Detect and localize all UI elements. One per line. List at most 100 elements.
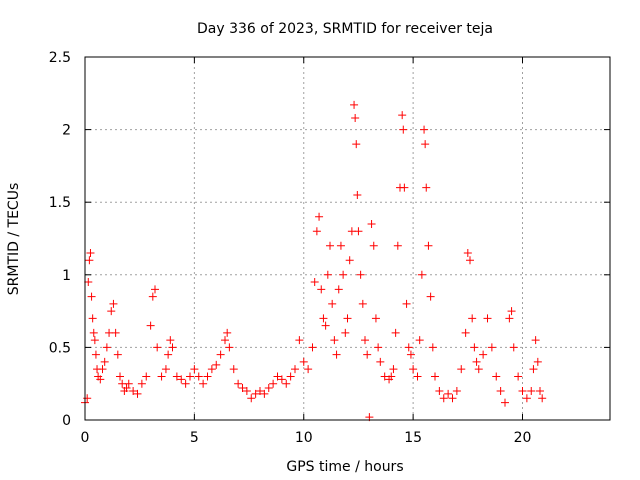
data-points (81, 100, 547, 422)
axis-ticks (84, 56, 610, 421)
data-point (86, 249, 95, 258)
data-point (153, 343, 162, 352)
data-point (199, 379, 208, 388)
data-point (457, 365, 466, 374)
data-point (315, 212, 324, 221)
data-point (415, 336, 424, 345)
data-point (466, 256, 474, 265)
data-point (461, 328, 470, 337)
data-point (304, 365, 313, 374)
data-point (89, 328, 98, 337)
data-point (299, 357, 308, 366)
data-point (387, 372, 396, 381)
data-point (356, 270, 365, 279)
data-point (238, 384, 247, 393)
data-point (496, 386, 505, 395)
data-point (264, 384, 273, 393)
data-point (129, 386, 138, 395)
data-point (472, 357, 481, 366)
data-point (172, 372, 181, 381)
x-tick-label: 0 (81, 430, 90, 446)
data-point (428, 343, 437, 352)
data-point (133, 389, 142, 398)
data-point (260, 389, 269, 398)
data-point (509, 343, 518, 352)
data-point (353, 190, 362, 199)
data-point (295, 336, 304, 345)
data-point (223, 328, 232, 337)
data-point (269, 379, 278, 388)
data-point (474, 365, 483, 374)
data-point (186, 372, 194, 381)
data-point (291, 365, 299, 374)
data-point (413, 372, 422, 381)
y-tick-label: 1.5 (49, 195, 71, 211)
data-point (400, 183, 409, 192)
x-tick-label: 15 (404, 430, 422, 446)
data-point (343, 314, 352, 323)
data-point (439, 394, 448, 403)
data-point (85, 256, 94, 265)
y-tick-label: 2.5 (49, 50, 71, 66)
data-point (190, 365, 199, 374)
data-point (310, 278, 319, 287)
data-point (90, 336, 99, 345)
data-point (398, 111, 407, 120)
data-point (369, 241, 378, 250)
data-point (424, 241, 433, 250)
data-point (177, 375, 186, 384)
data-point (352, 140, 361, 149)
data-point (339, 270, 348, 279)
data-point (479, 350, 488, 359)
data-point (409, 365, 418, 374)
data-point (111, 328, 120, 337)
data-point (376, 357, 385, 366)
data-point (404, 343, 413, 352)
data-point (351, 113, 360, 122)
data-point (483, 314, 492, 323)
data-point (358, 299, 367, 308)
data-point (448, 394, 457, 403)
data-point (96, 375, 105, 384)
data-point (166, 336, 175, 345)
data-point (334, 285, 343, 294)
data-point (102, 343, 111, 352)
data-point (492, 372, 501, 381)
data-point (374, 343, 383, 352)
data-point (116, 372, 124, 381)
data-point (251, 389, 260, 398)
data-point (148, 292, 157, 301)
x-tick-label: 10 (295, 430, 313, 446)
data-point (420, 125, 429, 134)
data-point (330, 336, 339, 345)
data-point (345, 256, 354, 265)
data-point (399, 125, 408, 134)
data-point (88, 314, 97, 323)
data-point (431, 372, 439, 381)
data-point (371, 314, 380, 323)
data-point (354, 227, 363, 236)
data-point (326, 241, 334, 250)
data-point (393, 241, 402, 250)
x-tick-label: 20 (514, 430, 532, 446)
data-point (501, 398, 509, 407)
data-point (113, 350, 122, 359)
data-point (505, 314, 514, 323)
data-point (100, 357, 109, 366)
data-point (221, 336, 229, 345)
data-point (308, 343, 317, 352)
data-point (87, 292, 96, 301)
data-point (406, 350, 415, 359)
data-point (84, 278, 93, 287)
data-point (323, 270, 332, 279)
data-point (367, 219, 376, 228)
data-point (321, 321, 330, 330)
data-point (107, 307, 116, 316)
data-point (124, 379, 133, 388)
data-point (463, 249, 472, 258)
data-point (83, 394, 92, 403)
x-axis-label: GPS time / hours (286, 459, 403, 475)
data-point (203, 372, 212, 381)
data-point (527, 386, 536, 395)
